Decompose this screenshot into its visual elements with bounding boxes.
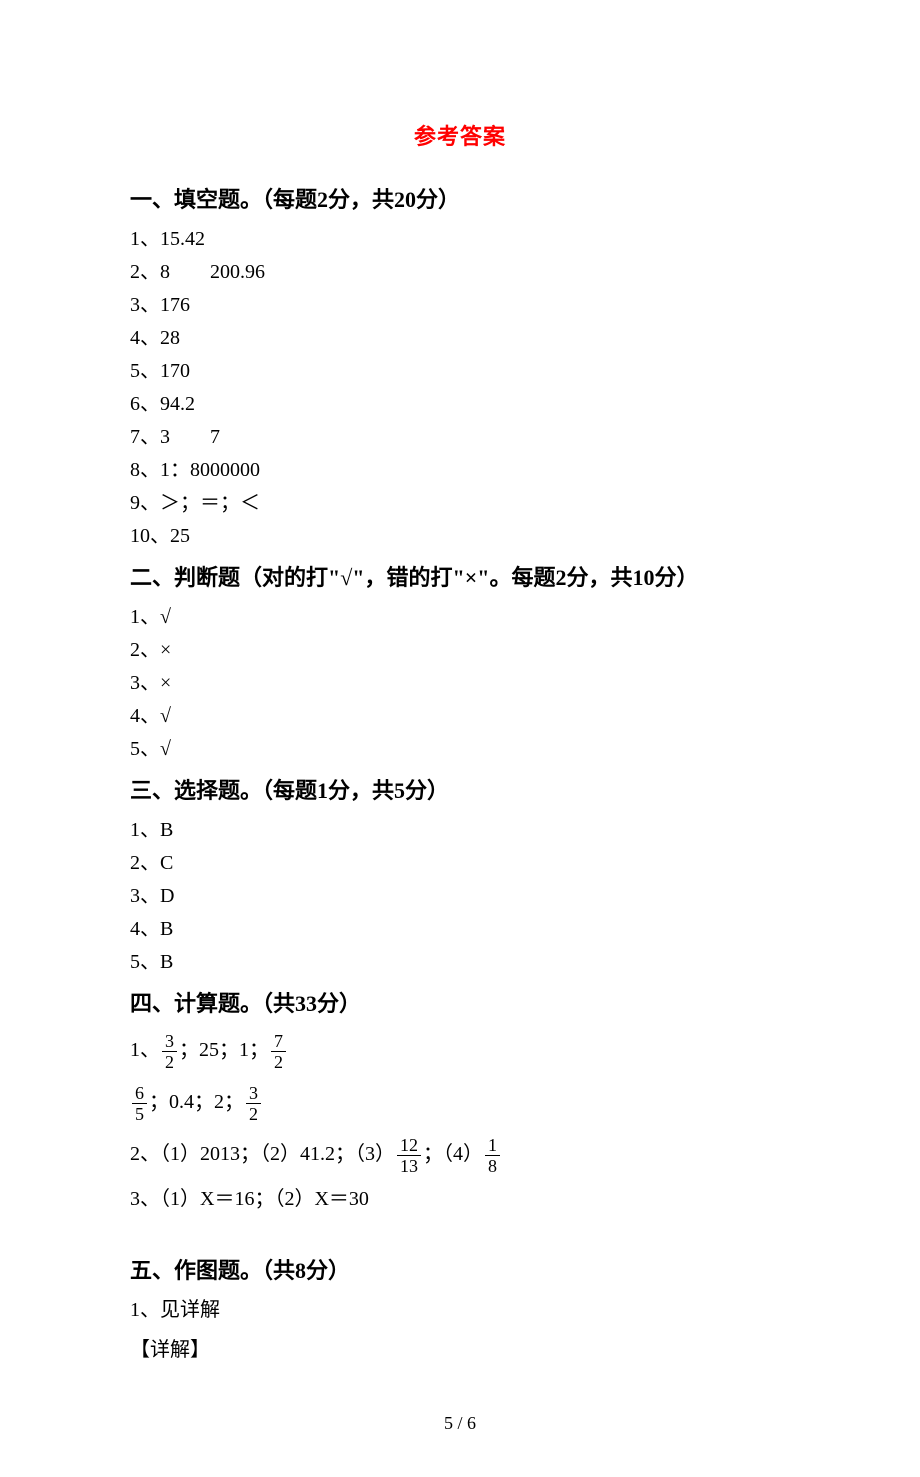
s2-answer: 3、×	[130, 668, 790, 698]
s4-line1b: 65；0.4；2；32	[130, 1080, 790, 1124]
s2-answer: 1、√	[130, 602, 790, 632]
s4-mid: ；0.4；2；	[149, 1091, 244, 1113]
denominator: 2	[162, 1052, 177, 1071]
s4-mid: ；25；1；	[179, 1039, 269, 1061]
numerator: 1	[485, 1136, 500, 1156]
s5-answer: 1、见详解	[130, 1295, 790, 1325]
fraction: 32	[162, 1032, 177, 1071]
s4-mid: ；（4）	[423, 1143, 483, 1165]
s1-answer: 9、＞；＝；＜	[130, 488, 790, 518]
s3-answer: 1、B	[130, 815, 790, 845]
s1-answer: 8、1：8000000	[130, 455, 790, 485]
section-2-header: 二、判断题（对的打"√"，错的打"×"。每题2分，共10分）	[130, 561, 790, 594]
s4-prefix: 1、	[130, 1039, 160, 1061]
s1-answer: 2、8 200.96	[130, 257, 790, 287]
section-1-header: 一、填空题。（每题2分，共20分）	[130, 183, 790, 216]
page-number: 5 / 6	[130, 1410, 790, 1437]
s1-answer: 7、3 7	[130, 422, 790, 452]
fraction: 18	[485, 1136, 500, 1175]
s3-answer: 3、D	[130, 881, 790, 911]
s3-answer: 2、C	[130, 848, 790, 878]
s4-line3: 3、（1）X＝16；（2）X＝30	[130, 1184, 790, 1214]
fraction: 1213	[397, 1136, 421, 1175]
s2-answer: 2、×	[130, 635, 790, 665]
s4-line1a: 1、32；25；1；72	[130, 1028, 790, 1072]
s1-answer: 4、28	[130, 323, 790, 353]
section-4-header: 四、计算题。（共33分）	[130, 987, 790, 1020]
s4-prefix: 2、（1）2013；（2）41.2；（3）	[130, 1143, 395, 1165]
s1-answer: 1、15.42	[130, 224, 790, 254]
numerator: 6	[132, 1084, 147, 1104]
s1-answer: 5、170	[130, 356, 790, 386]
numerator: 3	[162, 1032, 177, 1052]
fraction: 32	[246, 1084, 261, 1123]
s3-answer: 5、B	[130, 947, 790, 977]
denominator: 2	[271, 1052, 286, 1071]
s2-answer: 5、√	[130, 734, 790, 764]
denominator: 13	[397, 1156, 421, 1175]
s1-answer: 6、94.2	[130, 389, 790, 419]
s5-detail: 【详解】	[130, 1335, 790, 1365]
s1-answer: 3、176	[130, 290, 790, 320]
s3-answer: 4、B	[130, 914, 790, 944]
fraction: 65	[132, 1084, 147, 1123]
numerator: 12	[397, 1136, 421, 1156]
s4-line2: 2、（1）2013；（2）41.2；（3）1213；（4）18	[130, 1132, 790, 1176]
fraction: 72	[271, 1032, 286, 1071]
section-3-header: 三、选择题。（每题1分，共5分）	[130, 774, 790, 807]
denominator: 5	[132, 1104, 147, 1123]
s2-answer: 4、√	[130, 701, 790, 731]
s1-answer: 10、25	[130, 521, 790, 551]
denominator: 8	[485, 1156, 500, 1175]
section-5-header: 五、作图题。（共8分）	[130, 1254, 790, 1287]
answer-key-title: 参考答案	[130, 120, 790, 153]
numerator: 7	[271, 1032, 286, 1052]
numerator: 3	[246, 1084, 261, 1104]
denominator: 2	[246, 1104, 261, 1123]
